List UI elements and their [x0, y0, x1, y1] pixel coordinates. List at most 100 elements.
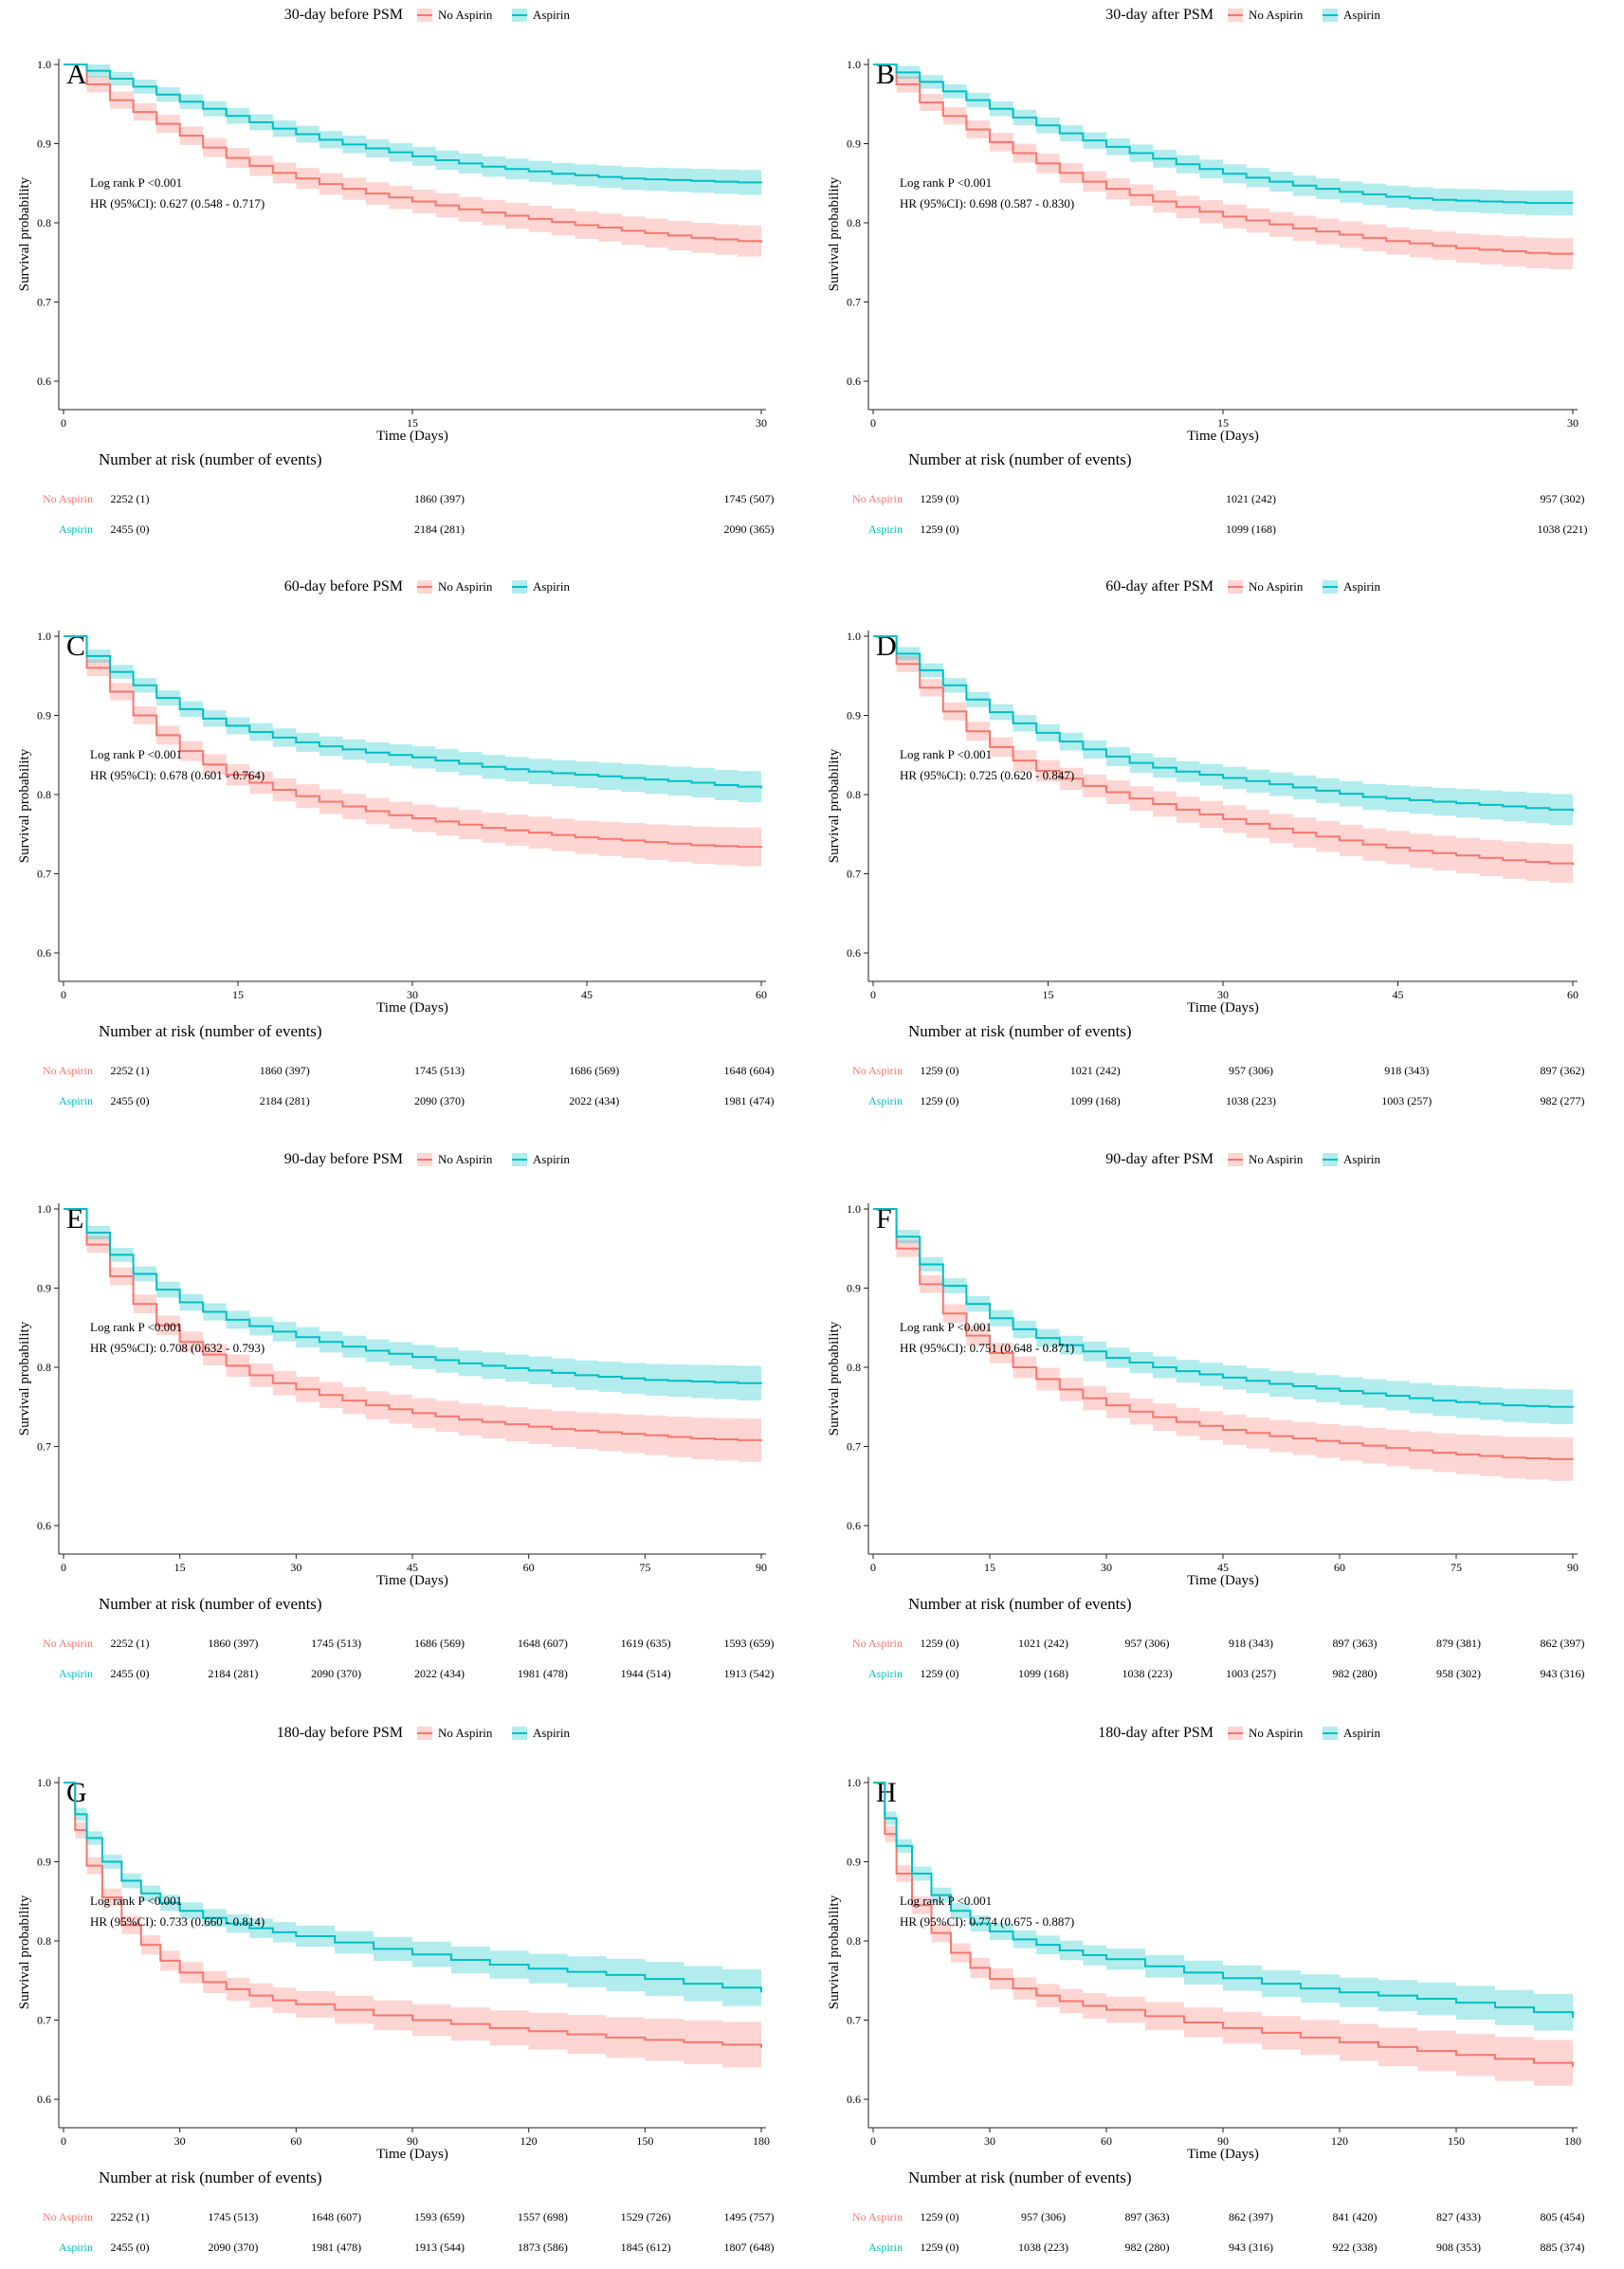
y-axis-title: Survival probability — [17, 1894, 32, 2009]
risk-cell-no-aspirin: 1745 (513) — [414, 1064, 465, 1077]
panel-letter: D — [876, 631, 897, 662]
risk-cell-aspirin: 1873 (586) — [518, 2241, 568, 2254]
panel-title: 60-day after PSM — [1105, 578, 1213, 595]
y-tick-label: 0.8 — [37, 1361, 51, 1374]
risk-row-label-aspirin: Aspirin — [868, 522, 903, 536]
ci-band-aspirin — [64, 64, 761, 196]
risk-cell-aspirin: 943 (316) — [1229, 2241, 1273, 2254]
km-curve-aspirin — [64, 635, 762, 789]
x-tick-label: 45 — [581, 988, 593, 1001]
ci-band-aspirin — [873, 64, 1573, 216]
legend-label-no-aspirin: No Aspirin — [438, 579, 493, 594]
risk-cell-no-aspirin: 1021 (242) — [1070, 1064, 1121, 1077]
x-tick-label: 60 — [523, 1561, 535, 1574]
x-axis-title: Time (Days) — [376, 429, 448, 444]
risk-cell-no-aspirin: 1259 (0) — [921, 1637, 959, 1650]
y-axis-title: Survival probability — [17, 1321, 32, 1436]
y-tick-label: 0.9 — [37, 709, 51, 723]
x-tick-label: 0 — [870, 2134, 876, 2148]
risk-cell-aspirin: 1099 (168) — [1018, 1667, 1068, 1680]
risk-cell-no-aspirin: 1619 (635) — [621, 1637, 671, 1650]
hr-text: HR (95%CI): 0.698 (0.587 - 0.830) — [900, 196, 1074, 210]
x-tick-label: 60 — [1567, 988, 1578, 1001]
risk-cell-no-aspirin: 957 (306) — [1229, 1064, 1273, 1077]
y-tick-label: 0.7 — [847, 868, 861, 881]
x-tick-label: 0 — [61, 416, 66, 430]
x-tick-label: 0 — [870, 988, 876, 1001]
panel-f: 90-day after PSM No Aspirin Aspirin F 1.0 0.9… — [827, 1151, 1585, 1680]
risk-table-title: Number at risk (number of events) — [908, 2168, 1132, 2187]
panel-title: 180-day after PSM — [1098, 1725, 1213, 1741]
risk-table-title: Number at risk (number of events) — [99, 2168, 322, 2187]
x-tick-label: 0 — [870, 416, 876, 430]
risk-table-title: Number at risk (number of events) — [908, 1595, 1132, 1613]
x-tick-label: 180 — [753, 2134, 770, 2148]
km-curve-no-aspirin — [64, 1782, 762, 2048]
risk-cell-no-aspirin: 1745 (513) — [208, 2210, 258, 2223]
risk-cell-aspirin: 1099 (168) — [1070, 1094, 1121, 1107]
logrank-text: Log rank P <0.001 — [90, 175, 182, 190]
ci-band-aspirin — [64, 636, 761, 805]
y-tick-label: 0.7 — [847, 296, 861, 309]
legend-label-aspirin: Aspirin — [533, 1726, 571, 1740]
y-tick-label: 0.7 — [37, 2014, 51, 2027]
km-curve-no-aspirin — [873, 1782, 1574, 2067]
ci-band-no-aspirin — [64, 1209, 761, 1464]
risk-row-label-aspirin: Aspirin — [59, 1094, 93, 1107]
x-tick-label: 15 — [984, 1561, 995, 1574]
risk-table-title: Number at risk (number of events) — [99, 1595, 322, 1613]
y-tick-label: 0.6 — [847, 946, 861, 960]
x-tick-label: 120 — [520, 2134, 538, 2148]
risk-cell-no-aspirin: 1745 (513) — [311, 1637, 361, 1650]
x-tick-label: 45 — [407, 1561, 418, 1574]
logrank-text: Log rank P <0.001 — [90, 1894, 182, 1908]
x-tick-label: 30 — [290, 1561, 301, 1574]
risk-cell-aspirin: 1913 (544) — [414, 2241, 465, 2254]
legend-label-no-aspirin: No Aspirin — [438, 1726, 493, 1740]
risk-cell-aspirin: 2184 (281) — [208, 1667, 258, 1680]
y-tick-label: 0.7 — [847, 1440, 861, 1454]
x-axis-title: Time (Days) — [1187, 2147, 1259, 2162]
risk-cell-no-aspirin: 2252 (1) — [111, 2210, 150, 2223]
risk-cell-no-aspirin: 1745 (507) — [724, 492, 775, 505]
y-tick-label: 0.8 — [37, 788, 51, 801]
risk-cell-no-aspirin: 918 (343) — [1229, 1637, 1273, 1650]
logrank-text: Log rank P <0.001 — [90, 1320, 182, 1334]
y-tick-label: 1.0 — [37, 1776, 51, 1789]
hr-text: HR (95%CI): 0.751 (0.648 - 0.871) — [900, 1341, 1074, 1355]
x-axis-title: Time (Days) — [1187, 1573, 1259, 1588]
x-tick-label: 30 — [1567, 416, 1578, 430]
km-curve-aspirin — [873, 1208, 1574, 1408]
risk-cell-no-aspirin: 1686 (569) — [414, 1637, 465, 1650]
risk-cell-no-aspirin: 841 (420) — [1333, 2210, 1378, 2223]
y-tick-label: 0.7 — [847, 2014, 861, 2027]
risk-cell-aspirin: 1981 (478) — [518, 1667, 568, 1680]
km-curve-aspirin — [873, 1782, 1574, 2018]
legend-label-no-aspirin: No Aspirin — [1249, 579, 1304, 594]
risk-cell-aspirin: 1038 (223) — [1122, 1667, 1173, 1680]
risk-cell-aspirin: 1913 (542) — [724, 1667, 775, 1680]
risk-cell-no-aspirin: 1495 (757) — [724, 2210, 775, 2223]
y-tick-label: 1.0 — [847, 1776, 861, 1789]
km-curve-no-aspirin — [64, 1208, 762, 1441]
logrank-text: Log rank P <0.001 — [900, 1320, 992, 1334]
risk-cell-aspirin: 1259 (0) — [921, 2241, 959, 2254]
risk-cell-no-aspirin: 862 (397) — [1229, 2210, 1273, 2223]
ci-band-aspirin — [873, 1209, 1573, 1426]
x-tick-label: 90 — [1567, 1561, 1578, 1574]
panel-title: 180-day before PSM — [277, 1725, 403, 1741]
risk-row-label-no-aspirin: No Aspirin — [852, 1064, 903, 1077]
x-tick-label: 0 — [870, 1561, 876, 1574]
y-tick-label: 0.8 — [847, 1361, 861, 1374]
risk-cell-aspirin: 2090 (370) — [414, 1094, 465, 1107]
risk-row-label-no-aspirin: No Aspirin — [43, 492, 93, 505]
y-tick-label: 0.8 — [847, 1934, 861, 1948]
risk-cell-aspirin: 982 (280) — [1125, 2241, 1170, 2254]
y-tick-label: 0.6 — [37, 2093, 51, 2106]
km-curve-no-aspirin — [873, 64, 1574, 255]
risk-cell-aspirin: 1259 (0) — [921, 522, 959, 536]
x-axis-title: Time (Days) — [376, 1000, 448, 1016]
x-tick-label: 60 — [1101, 2134, 1112, 2148]
legend-label-aspirin: Aspirin — [1343, 1726, 1381, 1740]
